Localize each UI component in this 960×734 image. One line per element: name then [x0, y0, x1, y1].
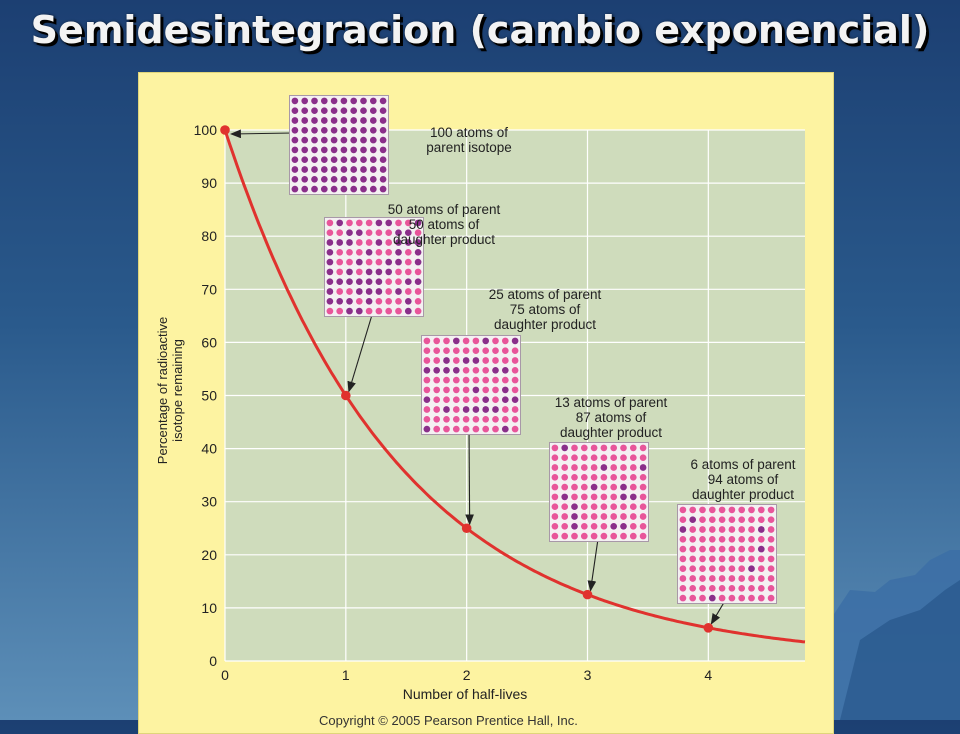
x-tick-label: 3 [584, 667, 592, 683]
data-point [703, 623, 714, 633]
annotation-label: 13 atoms of parent 87 atoms of daughter pr… [554, 395, 668, 440]
y-tick-label: 0 [209, 653, 217, 669]
x-tick-label: 4 [704, 667, 712, 683]
data-point [582, 589, 593, 600]
annotation-arrow [465, 424, 475, 526]
data-point [461, 523, 472, 534]
atom-grid [289, 95, 389, 195]
x-tick-label: 0 [221, 667, 229, 683]
figure-panel: 0 10 20 30 40 50 60 70 80 90 100 0 1 2 3 4 Number of hal… [138, 72, 834, 734]
x-tick-label: 1 [342, 667, 350, 683]
data-point [220, 125, 230, 135]
y-tick-label: 70 [201, 281, 217, 297]
y-tick-label: 90 [201, 175, 217, 191]
y-tick-label: 40 [201, 441, 217, 457]
x-tick-label: 2 [463, 667, 471, 683]
y-tick-label: 10 [201, 600, 217, 616]
y-tick-label: 20 [201, 547, 217, 563]
data-point [341, 390, 351, 401]
y-tick-label: 60 [201, 334, 217, 350]
annotation-arrow [229, 129, 294, 139]
mountain-decoration [820, 550, 960, 720]
y-tick-label: 80 [201, 228, 217, 244]
copyright-text: Copyright © 2005 Pearson Prentice Hall, … [319, 713, 578, 728]
slide-title: Semidesintegracion (cambio exponencial) [30, 8, 930, 52]
y-axis-label: Percentage of radioactiveisotope remaini… [155, 317, 185, 464]
atom-grid [677, 504, 777, 604]
annotation-arrow [347, 304, 376, 393]
annotation-label: 25 atoms of parent 75 atoms of daughter pr… [488, 287, 602, 332]
y-tick-label: 50 [201, 388, 217, 404]
atom-grid [324, 217, 424, 317]
atom-grid [549, 442, 649, 542]
x-axis-label: Number of half-lives [403, 686, 528, 702]
annotation-label: 100 atoms of parent isotope [426, 125, 512, 155]
atom-grid [421, 335, 521, 435]
y-tick-label: 100 [194, 122, 218, 138]
y-tick-label: 30 [201, 494, 217, 510]
annotation-label: 6 atoms of parent 94 atoms of daughter pro… [690, 457, 796, 502]
annotation-label: 50 atoms of parent 50 atoms of daughter pr… [387, 202, 501, 247]
